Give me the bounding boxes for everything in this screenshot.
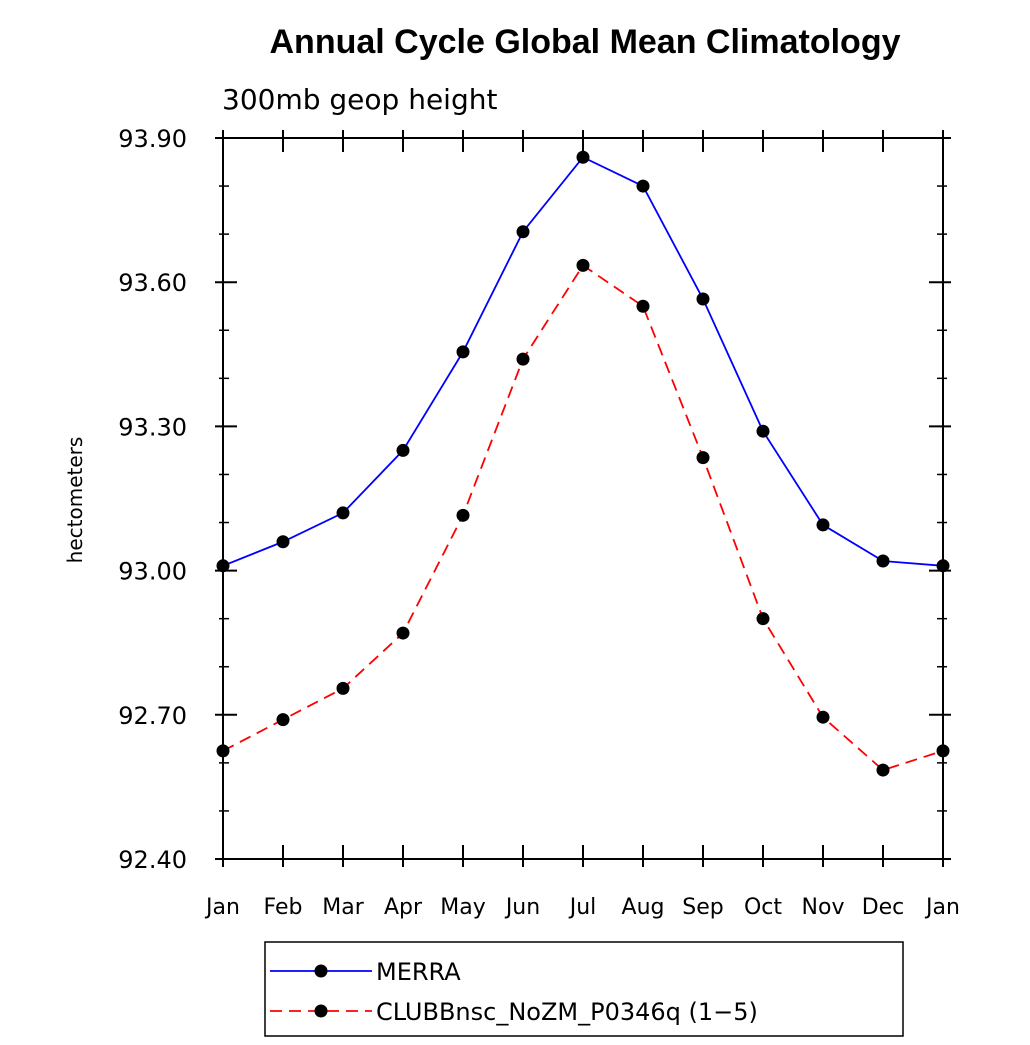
y-tick-label: 93.00 xyxy=(118,558,187,586)
data-point xyxy=(936,744,950,758)
data-point xyxy=(636,299,650,313)
data-point xyxy=(456,508,470,522)
data-point xyxy=(216,744,230,758)
x-tick-label: Apr xyxy=(384,895,423,920)
legend-marker-1 xyxy=(314,1004,328,1018)
y-tick-label: 92.70 xyxy=(118,702,187,730)
data-point xyxy=(696,451,710,465)
legend-label-1: CLUBBnsc_NoZM_P0346q (1−5) xyxy=(376,998,758,1026)
y-tick-label: 92.40 xyxy=(118,846,187,874)
data-point xyxy=(276,535,290,549)
x-tick-label: Jan xyxy=(204,895,240,920)
legend-box xyxy=(264,941,904,1037)
y-tick-labels: 93.90 93.60 93.30 93.00 92.70 92.40 xyxy=(118,125,187,874)
x-tick-label: Mar xyxy=(322,895,364,920)
x-tick-label: Feb xyxy=(264,895,303,920)
chart-title: Annual Cycle Global Mean Climatology xyxy=(270,23,901,61)
data-point xyxy=(516,352,530,366)
data-point xyxy=(696,292,710,306)
x-tick-label: Aug xyxy=(622,895,665,920)
x-tick-label: Oct xyxy=(744,895,782,920)
x-tick-label: Jul xyxy=(568,895,597,920)
data-point xyxy=(456,345,470,359)
x-tick-label: Jan xyxy=(924,895,960,920)
x-tick-label: Dec xyxy=(862,895,905,920)
x-tick-label: Jun xyxy=(504,895,540,920)
data-point xyxy=(216,559,230,573)
data-point xyxy=(336,681,350,695)
series-line-0 xyxy=(222,156,944,567)
data-point xyxy=(576,258,590,272)
y-tick-label: 93.60 xyxy=(118,269,187,297)
axis-ticks xyxy=(215,130,951,867)
data-point xyxy=(396,443,410,457)
y-tick-label: 93.90 xyxy=(118,125,187,153)
data-point xyxy=(396,626,410,640)
y-axis-label: hectometers xyxy=(63,437,87,564)
series-layer xyxy=(216,150,950,777)
data-point xyxy=(516,225,530,239)
data-point xyxy=(876,763,890,777)
data-point xyxy=(576,150,590,164)
x-tick-labels: Jan Feb Mar Apr May Jun Jul Aug Sep Oct Nov Dec Jan xyxy=(204,895,960,920)
data-point xyxy=(876,554,890,568)
data-point xyxy=(276,713,290,727)
data-point xyxy=(936,559,950,573)
plot-frame xyxy=(222,137,944,860)
legend-label-0: MERRA xyxy=(376,958,461,986)
legend: MERRA CLUBBnsc_NoZM_P0346q (1−5) xyxy=(270,958,758,1026)
data-point xyxy=(756,612,770,626)
y-tick-label: 93.30 xyxy=(118,413,187,441)
legend-marker-0 xyxy=(314,964,328,978)
data-point xyxy=(816,518,830,532)
data-point xyxy=(336,506,350,520)
data-point xyxy=(636,179,650,193)
data-point xyxy=(756,424,770,438)
x-tick-label: May xyxy=(440,895,485,920)
chart-subtitle: 300mb geop height xyxy=(222,83,497,116)
x-tick-label: Nov xyxy=(802,895,845,920)
x-tick-label: Sep xyxy=(682,895,723,920)
data-point xyxy=(816,710,830,724)
